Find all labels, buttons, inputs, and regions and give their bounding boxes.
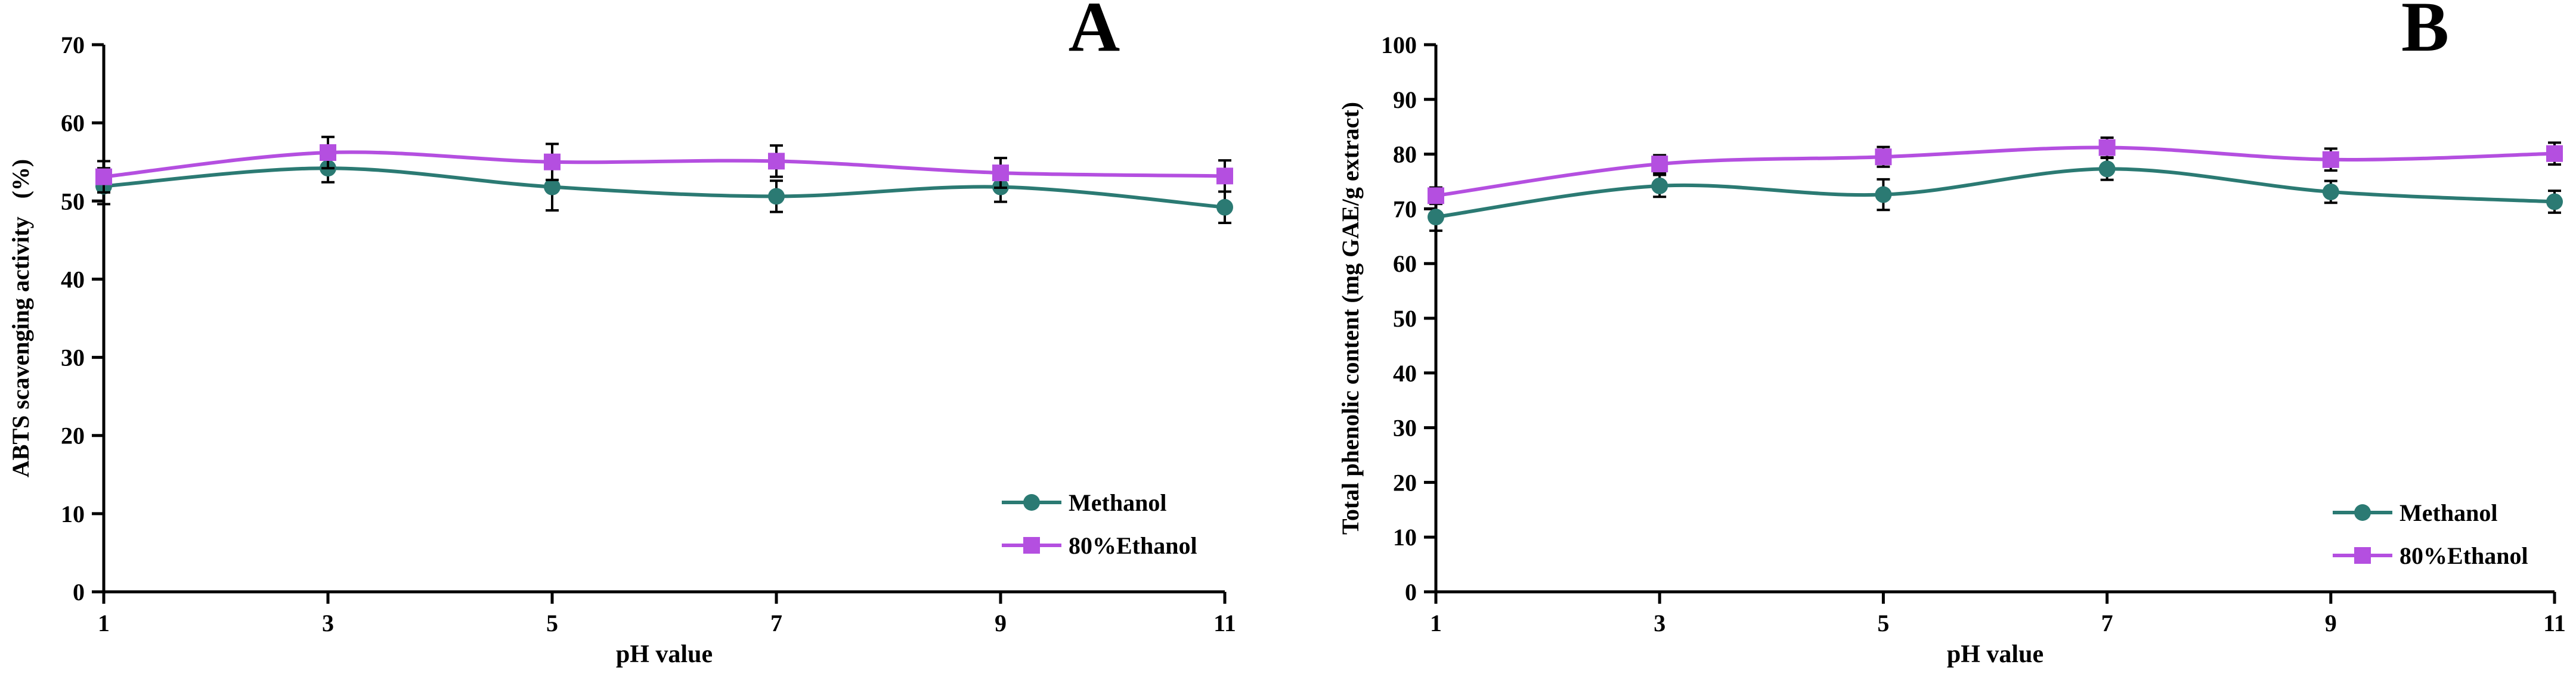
y-tick-label: 50 <box>1393 305 1417 332</box>
series-methanol <box>95 153 1233 225</box>
y-tick-label: 50 <box>61 188 85 215</box>
data-point <box>2546 193 2563 210</box>
x-axis-label: pH value <box>616 641 713 668</box>
legend-label: 80%Ethanol <box>2399 542 2528 569</box>
data-point <box>1216 167 1233 185</box>
x-tick-label: 1 <box>1430 610 1442 637</box>
x-tick-label: 7 <box>770 610 782 637</box>
legend-label: 80%Ethanol <box>1069 532 1197 559</box>
y-tick-label: 0 <box>73 579 85 606</box>
panel-label: A <box>1069 0 1120 66</box>
data-point <box>1651 177 1668 194</box>
y-axis-label: Total phenolic content (mg GAE/g extract… <box>1337 102 1364 535</box>
y-tick-label: 10 <box>1393 524 1417 551</box>
data-point <box>1428 187 1444 204</box>
y-tick-label: 30 <box>1393 415 1417 442</box>
x-tick-label: 7 <box>2101 610 2113 637</box>
y-tick-label: 60 <box>61 110 85 136</box>
data-point <box>544 178 561 195</box>
series-line <box>1435 167 2555 219</box>
data-point <box>2322 151 2339 168</box>
x-tick-label: 5 <box>546 610 558 637</box>
data-point <box>1428 209 1444 226</box>
panel-b: 0 10 20 30 40 50 60 70 80 90 100 1 3 5 7 9 11 pH value Tot… <box>1337 0 2566 668</box>
x-tick-label: 5 <box>1877 610 1889 637</box>
data-point <box>768 188 785 205</box>
legend: Methanol 80%Ethanol <box>2333 499 2528 569</box>
legend-marker <box>2354 504 2371 521</box>
data-point <box>544 153 561 170</box>
x-tick-label: 9 <box>2325 610 2337 637</box>
data-point <box>1875 186 1892 203</box>
series-line <box>103 166 1225 209</box>
y-tick-label: 80 <box>1393 141 1417 168</box>
series-line <box>1435 145 2555 198</box>
legend-label: Methanol <box>1069 489 1166 516</box>
panel-a: 0 10 20 30 40 50 60 70 1 3 5 7 9 11 pH value ABTS scave… <box>7 0 1236 668</box>
data-point <box>320 144 336 161</box>
series-80-ethanol <box>95 135 1233 194</box>
data-point <box>1651 156 1668 173</box>
y-tick-label: 40 <box>1393 360 1417 387</box>
data-point <box>992 164 1009 182</box>
data-point <box>2322 183 2339 200</box>
legend-marker <box>2354 547 2371 564</box>
x-tick-label: 11 <box>1213 610 1236 637</box>
y-tick-label: 20 <box>61 423 85 449</box>
y-axis-label: ABTS scavenging activity (%) <box>7 159 34 477</box>
data-point <box>1875 148 1892 166</box>
data-point <box>2098 139 2116 156</box>
x-tick-label: 3 <box>1654 610 1665 637</box>
y-tick-label: 20 <box>1393 469 1417 496</box>
y-tick-label: 0 <box>1405 579 1417 606</box>
legend-marker <box>1023 494 1040 511</box>
y-tick-label: 70 <box>61 32 85 58</box>
y-tick-label: 60 <box>1393 250 1417 277</box>
legend-label: Methanol <box>2399 499 2497 526</box>
panel-label: B <box>2401 0 2449 66</box>
x-tick-label: 9 <box>995 610 1007 637</box>
series-methanol <box>1428 157 2563 232</box>
y-tick-label: 40 <box>61 266 85 293</box>
y-tick-label: 70 <box>1393 195 1417 222</box>
data-point <box>1216 198 1233 216</box>
x-tick-label: 1 <box>98 610 110 637</box>
series-line <box>103 150 1225 179</box>
y-tick-label: 100 <box>1381 32 1417 58</box>
data-point <box>2098 160 2116 178</box>
data-point <box>95 168 112 185</box>
y-tick-label: 30 <box>61 344 85 371</box>
data-point <box>2546 145 2563 162</box>
legend: Methanol 80%Ethanol <box>1002 489 1197 559</box>
y-tick-label: 10 <box>61 501 85 527</box>
legend-marker <box>1023 537 1040 554</box>
series-80-ethanol <box>1428 136 2563 206</box>
x-tick-label: 3 <box>322 610 334 637</box>
data-point <box>768 153 785 170</box>
y-tick-label: 90 <box>1393 86 1417 113</box>
x-axis-label: pH value <box>1947 641 2044 668</box>
x-tick-label: 11 <box>2543 610 2566 637</box>
